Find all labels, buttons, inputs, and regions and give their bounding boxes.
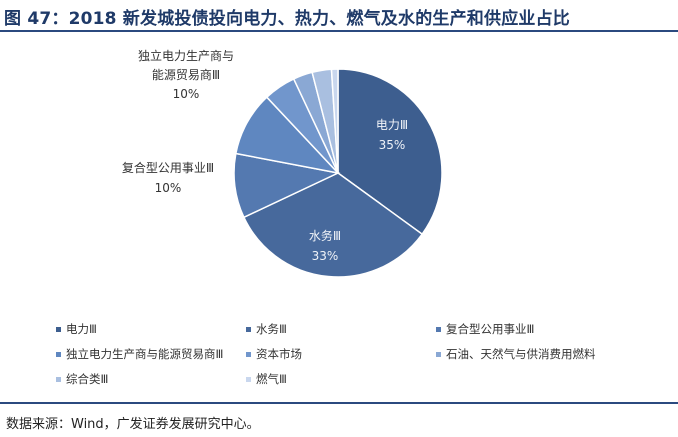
slice-name-label: 电力Ⅲ (376, 118, 408, 132)
legend-item: 石油、天然气与供消费用燃料 (436, 346, 596, 362)
slice-value-label: 10% (173, 87, 200, 101)
legend-label: 燃气Ⅲ (256, 372, 287, 386)
slice-name-label: 独立电力生产商与 (138, 48, 234, 63)
slice-value-label: 10% (155, 181, 182, 195)
pie-slice (242, 172, 424, 278)
chart-legend: 电力Ⅲ 水务Ⅲ 复合型公用事业Ⅲ 独立电力生产商与能源贸易商Ⅲ 资本市场 石油、天然气与供… (56, 317, 666, 397)
legend-item: 综合类Ⅲ (56, 371, 108, 387)
slice-name-label: 水务Ⅲ (309, 228, 341, 243)
legend-label: 综合类Ⅲ (66, 372, 109, 386)
legend-swatch (246, 376, 251, 382)
legend-swatch (246, 326, 251, 332)
legend-label: 复合型公用事业Ⅲ (446, 322, 535, 336)
legend-item: 独立电力生产商与能源贸易商Ⅲ (56, 346, 223, 362)
source-note: 数据来源：Wind，广发证券发展研究中心。 (6, 417, 260, 432)
legend-swatch (436, 351, 441, 357)
pie-slice (330, 68, 339, 174)
legend-swatch (246, 351, 251, 357)
legend-item: 电力Ⅲ (56, 321, 97, 337)
slice-name-label: 复合型公用事业Ⅲ (122, 160, 214, 175)
legend-swatch (56, 351, 61, 357)
legend-swatch (56, 326, 61, 332)
legend-item: 燃气Ⅲ (246, 371, 287, 387)
legend-item: 复合型公用事业Ⅲ (436, 321, 534, 337)
legend-label: 石油、天然气与供消费用燃料 (446, 347, 596, 361)
pie-chart: 电力Ⅲ 35% 水务Ⅲ 33% 复合型公用事业Ⅲ 10% 独立电力生产商与能源贸易商Ⅲ 10% (122, 48, 443, 278)
legend-label: 资本市场 (256, 347, 302, 361)
slice-value-label: 35% (379, 138, 406, 152)
pie-slice (337, 68, 443, 236)
legend-label: 水务Ⅲ (256, 322, 287, 336)
legend-swatch (56, 376, 61, 382)
slice-name-label: 能源贸易商Ⅲ (152, 67, 220, 82)
legend-item: 资本市场 (246, 346, 302, 362)
legend-label: 独立电力生产商与能源贸易商Ⅲ (66, 347, 224, 361)
title-bar: 图 47：2018 新发城投债投向电力、热力、燃气及水的生产和供应业占比 (0, 0, 678, 32)
chart-title: 图 47：2018 新发城投债投向电力、热力、燃气及水的生产和供应业占比 (4, 9, 571, 29)
legend-item: 水务Ⅲ (246, 321, 287, 337)
source-bar: 数据来源：Wind，广发证券发展研究中心。 (0, 402, 678, 437)
legend-swatch (436, 326, 441, 332)
slice-value-label: 33% (312, 249, 339, 263)
legend-label: 电力Ⅲ (66, 322, 97, 336)
